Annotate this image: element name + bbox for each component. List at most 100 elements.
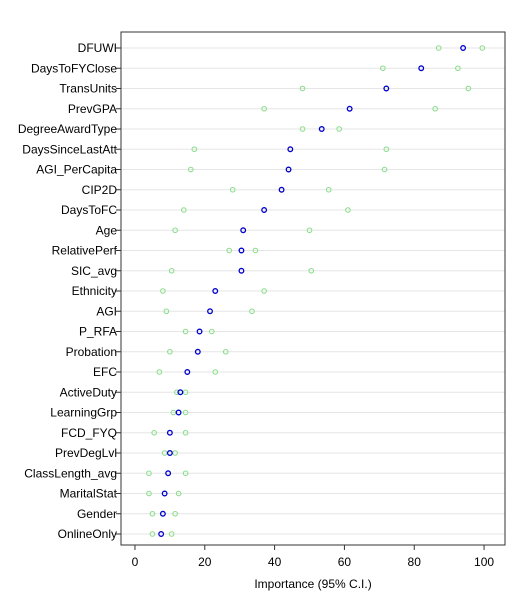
ci-lower-point <box>299 85 306 92</box>
importance-point <box>278 186 285 193</box>
importance-point <box>175 409 182 416</box>
importance-point <box>240 227 247 234</box>
y-tick-label: DaysToFYClose <box>31 61 117 75</box>
importance-point <box>460 45 467 51</box>
x-tick-label: 20 <box>198 555 212 569</box>
y-tick-label: CIP2D <box>82 183 118 197</box>
importance-point <box>194 348 201 355</box>
y-tick-label: Gender <box>77 507 117 521</box>
y-tick-label: AGI <box>96 304 117 318</box>
importance-point <box>318 126 325 132</box>
importance-point <box>418 65 425 72</box>
ci-upper-point <box>249 308 255 315</box>
ci-lower-point <box>191 146 198 153</box>
y-tick-label: DaysSinceLastAtt <box>22 142 117 156</box>
y-tick-label: Probation <box>66 345 117 359</box>
y-tick-label: MaritalStat <box>60 487 118 501</box>
y-tick-label: Ethnicity <box>72 284 117 298</box>
y-tick-labels: DFUWI DaysToFYClose TransUnits PrevGPA Degre… <box>18 41 121 541</box>
y-tick-label: DaysToFC <box>61 203 117 217</box>
ci-upper-point <box>345 207 351 213</box>
y-tick-label: PrevGPA <box>68 102 117 116</box>
ci-upper-point <box>222 348 229 355</box>
y-tick-label: DFUWI <box>78 41 117 55</box>
ci-lower-point <box>168 267 175 274</box>
ci-upper-point <box>336 126 342 132</box>
importance-point <box>166 429 173 436</box>
y-tick-label: LearningGrp <box>50 406 117 420</box>
importance-point <box>196 328 203 335</box>
x-axis-label: Importance (95% C.I.) <box>254 577 371 591</box>
ci-upper-point <box>261 288 267 294</box>
y-tick-label: PrevDegLvl <box>55 446 117 460</box>
importance-point <box>238 267 245 274</box>
ci-lower-point <box>229 186 236 193</box>
y-tick-label: ActiveDuty <box>60 385 117 399</box>
ci-upper-point <box>168 531 175 537</box>
y-tick-label: TransUnits <box>59 82 117 96</box>
ci-lower-point <box>160 288 166 294</box>
ci-upper-point <box>383 146 390 153</box>
importance-point <box>212 288 219 294</box>
ci-lower-point <box>151 429 157 436</box>
x-tick-label: 100 <box>474 555 494 569</box>
y-tick-label: OnlineOnly <box>58 527 117 541</box>
y-tick-label: Age <box>96 223 118 237</box>
importance-point <box>287 146 294 153</box>
ci-upper-point <box>308 267 315 274</box>
y-tick-label: EFC <box>93 365 117 379</box>
importance-point <box>383 85 390 92</box>
ci-lower-point <box>146 490 152 497</box>
ci-upper-point <box>175 490 182 497</box>
ci-upper-point <box>182 409 189 416</box>
ci-upper-point <box>465 85 472 92</box>
ci-lower-point <box>149 531 156 537</box>
ci-upper-point <box>432 105 438 112</box>
ci-upper-point <box>252 247 259 254</box>
importance-point <box>158 531 165 537</box>
x-tick-label: 60 <box>338 555 352 569</box>
importance-point <box>177 389 184 396</box>
ci-lower-point <box>146 470 152 477</box>
ci-upper-point <box>306 227 313 234</box>
importance-point <box>161 490 168 497</box>
importance-point <box>166 450 173 456</box>
ci-lower-point <box>167 348 173 355</box>
ci-lower-point <box>181 207 187 213</box>
ci-lower-point <box>299 126 306 132</box>
importance-point <box>238 247 245 254</box>
y-tick-label: ClassLength_avg <box>24 466 117 480</box>
ci-lower-point <box>435 45 442 51</box>
importance-point <box>159 510 166 517</box>
y-tick-label: AGI_PerCapita <box>36 163 117 177</box>
y-tick-label: RelativePerf <box>52 244 118 258</box>
ci-lower-point <box>149 510 156 517</box>
y-tick-label: P_RFA <box>79 325 117 339</box>
x-tick-label: 80 <box>408 555 422 569</box>
importance-point <box>261 207 268 213</box>
ci-lower-point <box>182 328 189 335</box>
ci-upper-point <box>182 429 189 436</box>
ci-lower-point <box>261 105 267 112</box>
ci-upper-point <box>325 186 332 193</box>
x-axis: 0 20 40 60 80 100 <box>132 545 494 569</box>
x-tick-label: 0 <box>132 555 139 569</box>
ci-lower-point <box>226 247 233 254</box>
y-tick-label: FCD_FYQ <box>61 426 117 440</box>
ci-upper-point <box>182 470 189 477</box>
ci-lower-point <box>188 166 194 173</box>
ci-upper-point <box>172 510 178 517</box>
y-tick-label: DegreeAwardType <box>18 122 117 136</box>
importance-point <box>165 470 172 477</box>
ci-upper-point <box>455 65 461 72</box>
points-layer <box>146 45 486 537</box>
plot-frame <box>120 31 506 546</box>
importance-point <box>207 308 213 315</box>
ci-upper-point <box>381 166 388 173</box>
ci-upper-point <box>208 328 215 335</box>
ci-upper-point <box>479 45 486 51</box>
ci-lower-point <box>156 369 163 375</box>
ci-lower-point <box>163 308 170 315</box>
y-tick-label: SIC_avg <box>71 264 117 278</box>
